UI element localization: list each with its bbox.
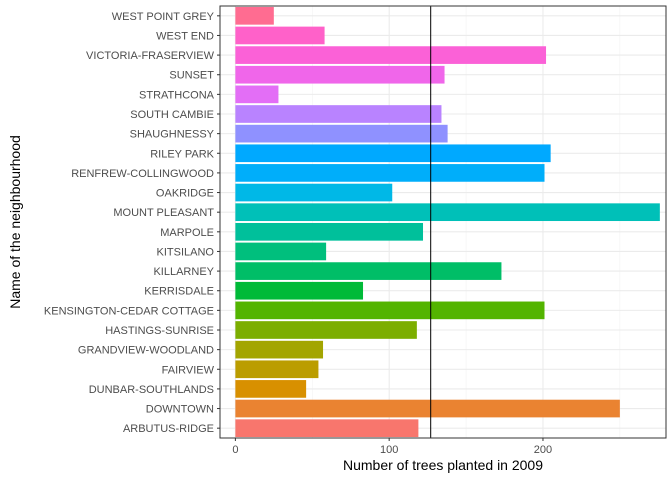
bar <box>235 65 445 84</box>
bar <box>235 222 424 241</box>
bars <box>235 6 660 438</box>
bar <box>235 183 393 202</box>
y-tick-label: DOWNTOWN <box>146 404 214 416</box>
y-tick-label: SOUTH CAMBIE <box>130 109 214 121</box>
bar <box>235 301 545 320</box>
panel-border <box>219 5 667 439</box>
y-tick-label: SHAUGHNESSY <box>130 129 215 141</box>
bar <box>235 281 364 300</box>
y-tick-label: DUNBAR-SOUTHLANDS <box>89 384 214 396</box>
y-tick-label: KERRISDALE <box>144 286 214 298</box>
y-tick-label: SUNSET <box>169 70 214 82</box>
bar <box>235 399 620 418</box>
bar <box>235 85 279 104</box>
y-tick-label: WEST POINT GREY <box>112 11 215 23</box>
y-tick-label: RENFREW-COLLINGWOOD <box>71 168 214 180</box>
x-axis-title: Number of trees planted in 2009 <box>343 457 543 473</box>
bar <box>235 164 545 182</box>
bar <box>235 360 319 379</box>
bar <box>235 380 307 398</box>
y-tick-label: FAIRVIEW <box>162 364 215 376</box>
bar <box>235 6 274 25</box>
y-axis-ticks: WEST POINT GREY WEST END VICTORIA-FRASERVI… <box>44 11 220 435</box>
x-tick-label: 0 <box>232 444 238 456</box>
bar <box>235 144 551 163</box>
bar <box>235 419 419 438</box>
y-tick-label: KENSINGTON-CEDAR COTTAGE <box>44 305 214 317</box>
x-axis-ticks: 0 100 200 <box>232 438 552 456</box>
bar <box>235 321 417 339</box>
y-tick-label: MARPOLE <box>160 227 214 239</box>
y-axis-title: Name of the neighbourhood <box>7 135 23 309</box>
x-tick-label: 100 <box>380 444 398 456</box>
bar <box>235 46 547 64</box>
bar <box>235 26 325 45</box>
y-tick-label: KITSILANO <box>157 246 215 258</box>
y-tick-label: MOUNT PLEASANT <box>113 207 214 219</box>
y-tick-label: STRATHCONA <box>139 89 215 101</box>
y-tick-label: WEST END <box>156 30 214 42</box>
bar <box>235 242 327 261</box>
bar <box>235 105 442 123</box>
y-tick-label: ARBUTUS-RIDGE <box>123 423 214 435</box>
bar <box>235 203 660 222</box>
y-tick-label: OAKRIDGE <box>156 188 214 200</box>
y-tick-label: HASTINGS-SUNRISE <box>105 325 214 337</box>
y-tick-label: KILLARNEY <box>153 266 214 278</box>
x-tick-label: 200 <box>534 444 552 456</box>
bar <box>235 340 324 359</box>
y-tick-label: VICTORIA-FRASERVIEW <box>86 50 215 62</box>
bar <box>235 262 502 280</box>
y-tick-label: GRANDVIEW-WOODLAND <box>78 345 214 357</box>
bar <box>235 124 448 143</box>
y-tick-label: RILEY PARK <box>150 148 214 160</box>
